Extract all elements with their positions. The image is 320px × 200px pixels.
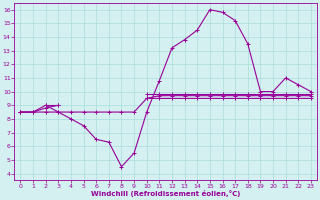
X-axis label: Windchill (Refroidissement éolien,°C): Windchill (Refroidissement éolien,°C) [91, 190, 240, 197]
